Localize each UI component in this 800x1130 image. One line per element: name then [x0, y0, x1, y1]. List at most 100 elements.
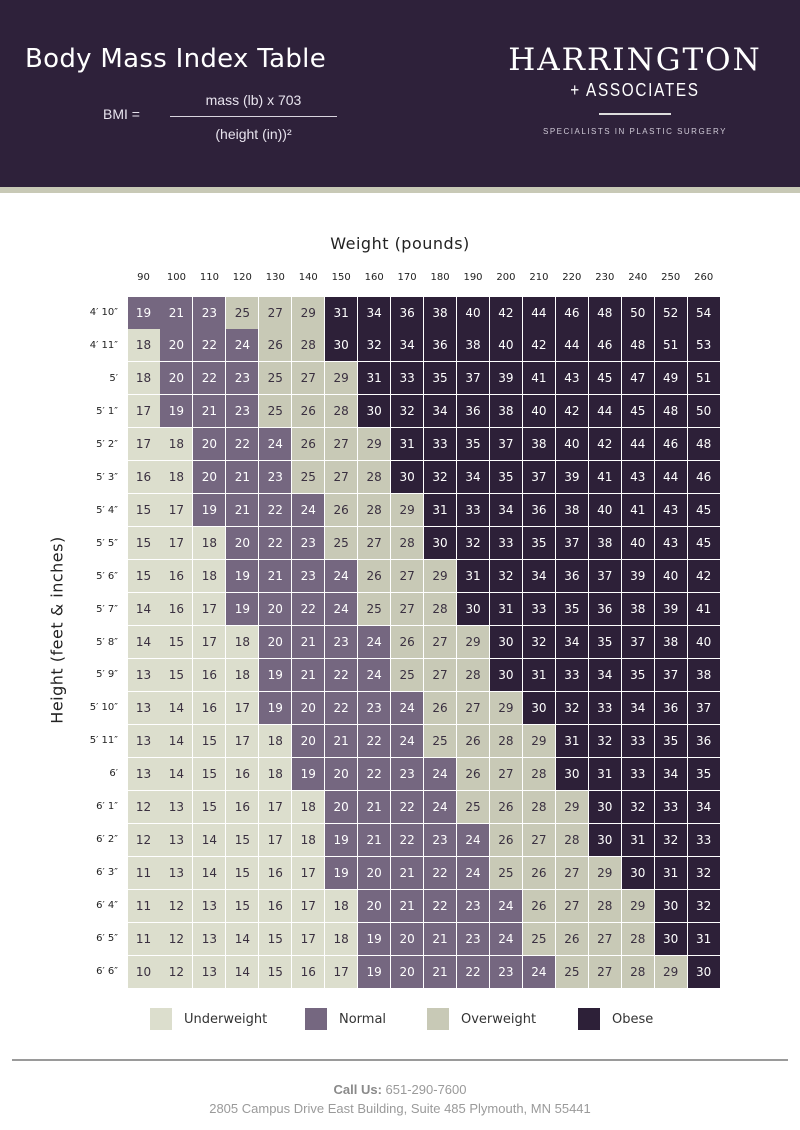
bmi-cell-underweight: 12: [160, 889, 193, 922]
bmi-cell-obese: 41: [522, 362, 555, 395]
bmi-cell-underweight: 14: [160, 757, 193, 790]
bmi-cell-underweight: 16: [259, 889, 292, 922]
bmi-cell-normal: 24: [489, 922, 522, 955]
bmi-cell-overweight: 29: [489, 691, 522, 724]
bmi-cell-underweight: 17: [259, 790, 292, 823]
height-header: 6′: [109, 768, 118, 780]
bmi-cell-obese: 32: [391, 395, 424, 428]
bmi-cell-obese: 51: [687, 362, 720, 395]
company-logo: HARRINGTON + ASSOCIATES SPECIALISTS IN P…: [490, 42, 780, 136]
bmi-cell-obese: 31: [687, 922, 720, 955]
bmi-cell-underweight: 13: [127, 724, 160, 757]
bmi-cell-underweight: 18: [193, 527, 226, 560]
bmi-cell-overweight: 26: [391, 626, 424, 658]
bmi-cell-normal: 23: [457, 922, 489, 955]
bmi-cell-obese: 34: [687, 790, 720, 823]
bmi-cell-normal: 23: [391, 757, 424, 790]
bmi-cell-normal: 19: [358, 922, 391, 955]
bmi-cell-normal: 22: [457, 955, 489, 988]
bmi-cell-obese: 30: [654, 889, 687, 922]
bmi-cell-obese: 46: [687, 461, 720, 494]
bmi-cell-underweight: 15: [226, 889, 259, 922]
bmi-cell-obese: 30: [489, 626, 522, 658]
bmi-cell-obese: 32: [358, 329, 391, 362]
bmi-cell-overweight: 27: [391, 593, 424, 626]
bmi-cell-overweight: 27: [424, 658, 457, 691]
bmi-cell-underweight: 17: [325, 955, 358, 988]
bmi-cell-obese: 40: [457, 296, 489, 329]
bmi-cell-normal: 20: [391, 922, 424, 955]
legend-normal: Normal: [305, 1008, 386, 1030]
height-header: 4′ 10″: [89, 307, 118, 318]
bmi-cell-obese: 32: [687, 889, 720, 922]
bmi-cell-underweight: 14: [127, 626, 160, 658]
bmi-cell-underweight: 17: [193, 593, 226, 626]
bmi-cell-underweight: 14: [226, 922, 259, 955]
bmi-cell-obese: 45: [687, 527, 720, 560]
bmi-cell-overweight: 28: [588, 889, 621, 922]
bmi-cell-obese: 33: [555, 658, 588, 691]
bmi-cell-overweight: 25: [292, 461, 325, 494]
header-banner: Body Mass Index Table BMI = mass (lb) x …: [0, 0, 800, 187]
bmi-cell-overweight: 28: [489, 724, 522, 757]
bmi-cell-overweight: 28: [358, 494, 391, 527]
bmi-cell-underweight: 11: [127, 856, 160, 889]
bmi-cell-obese: 36: [457, 395, 489, 428]
bmi-cell-obese: 43: [654, 527, 687, 560]
logo-tagline: SPECIALISTS IN PLASTIC SURGERY: [542, 127, 727, 136]
bmi-cell-obese: 36: [424, 329, 457, 362]
bmi-cell-underweight: 16: [127, 461, 160, 494]
bmi-cell-overweight: 28: [391, 527, 424, 560]
legend-swatch: [305, 1008, 327, 1030]
bmi-cell-obese: 40: [621, 527, 654, 560]
bmi-cell-obese: 34: [391, 329, 424, 362]
bmi-cell-obese: 30: [687, 955, 720, 988]
bmi-cell-underweight: 17: [226, 724, 259, 757]
bmi-cell-normal: 19: [127, 296, 160, 329]
bmi-cell-normal: 22: [424, 856, 457, 889]
bmi-cell-normal: 22: [259, 527, 292, 560]
bmi-cell-obese: 34: [621, 691, 654, 724]
bmi-cell-obese: 35: [588, 626, 621, 658]
bmi-cell-obese: 36: [654, 691, 687, 724]
bmi-cell-underweight: 13: [160, 823, 193, 856]
bmi-cell-underweight: 16: [226, 757, 259, 790]
bmi-cell-normal: 24: [358, 658, 391, 691]
bmi-cell-underweight: 17: [127, 395, 160, 428]
bmi-cell-underweight: 18: [160, 428, 193, 461]
bmi-cell-normal: 22: [259, 494, 292, 527]
bmi-cell-obese: 33: [621, 757, 654, 790]
bmi-cell-overweight: 27: [522, 823, 555, 856]
bmi-cell-overweight: 29: [457, 626, 489, 658]
weight-header: 190: [463, 272, 483, 283]
bmi-cell-obese: 38: [588, 527, 621, 560]
bmi-cell-obese: 38: [555, 494, 588, 527]
bmi-cell-obese: 36: [687, 724, 720, 757]
bmi-cell-normal: 20: [358, 856, 391, 889]
bmi-cell-overweight: 28: [555, 823, 588, 856]
bmi-cell-overweight: 28: [621, 955, 654, 988]
height-header: 4′ 11″: [89, 339, 118, 351]
height-header: 5′ 1″: [96, 405, 118, 417]
phone-number[interactable]: 651-290-7600: [385, 1082, 467, 1097]
bmi-cell-obese: 34: [424, 395, 457, 428]
bmi-cell-underweight: 13: [127, 658, 160, 691]
bmi-cell-underweight: 17: [292, 889, 325, 922]
bmi-cell-obese: 42: [522, 329, 555, 362]
bmi-cell-underweight: 12: [160, 955, 193, 988]
bmi-cell-overweight: 25: [457, 790, 489, 823]
bmi-cell-obese: 30: [654, 922, 687, 955]
bmi-cell-obese: 30: [522, 691, 555, 724]
bmi-cell-obese: 39: [555, 461, 588, 494]
bmi-cell-obese: 43: [654, 494, 687, 527]
bmi-cell-obese: 46: [654, 428, 687, 461]
bmi-cell-normal: 23: [489, 955, 522, 988]
bmi-cell-underweight: 18: [325, 922, 358, 955]
bmi-cell-underweight: 18: [193, 560, 226, 593]
bmi-cell-obese: 33: [654, 790, 687, 823]
bmi-cell-underweight: 15: [226, 856, 259, 889]
bmi-cell-overweight: 29: [292, 296, 325, 329]
bmi-cell-obese: 33: [457, 494, 489, 527]
bmi-cell-underweight: 14: [226, 955, 259, 988]
bmi-cell-underweight: 11: [127, 922, 160, 955]
